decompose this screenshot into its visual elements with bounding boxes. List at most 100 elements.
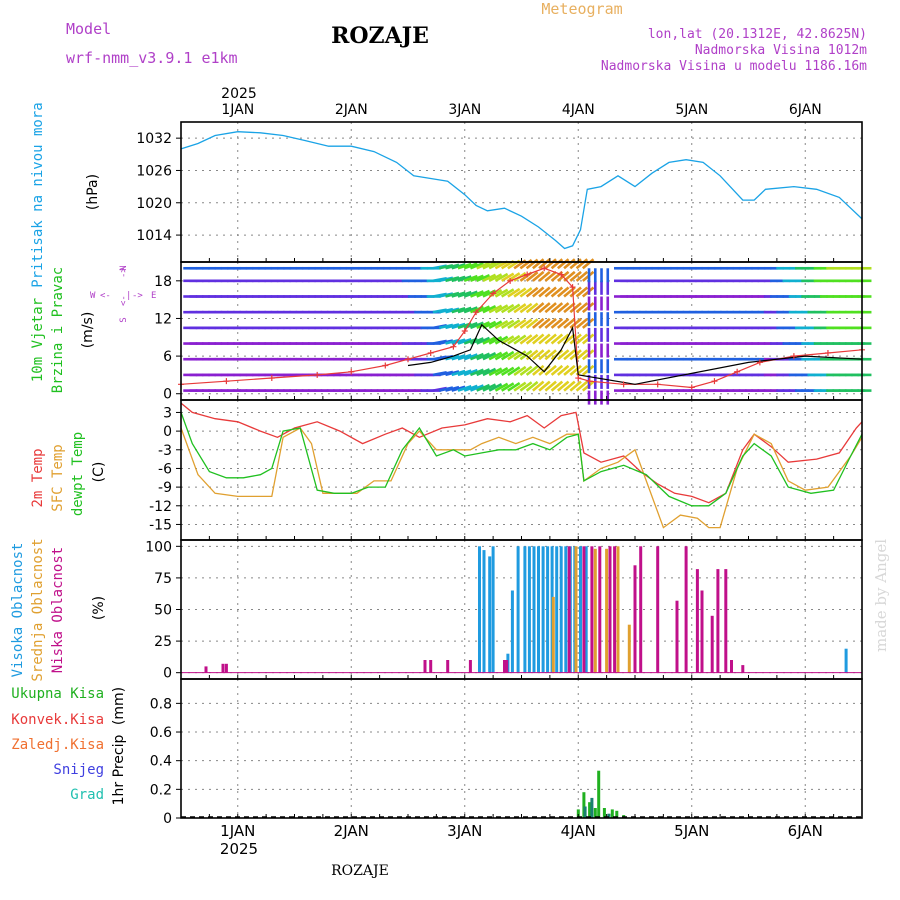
legend-snow: Snijeg (53, 762, 104, 778)
bar-konvek-kisa (607, 813, 611, 818)
bar-ukupna-kisa (576, 809, 580, 818)
bar-visoka-oblacnost (559, 546, 563, 673)
wind-arrow (556, 380, 570, 392)
wind-arrow (519, 287, 533, 298)
wind-arrow (538, 333, 551, 345)
wind-speed-marker (620, 381, 627, 388)
y-tick-label: 3 (163, 405, 172, 421)
wind-speed-marker (473, 309, 480, 316)
wind-speed-marker (654, 381, 661, 388)
compass-east: E (151, 291, 156, 301)
y-tick-label: 1032 (136, 131, 172, 147)
y-tick-label: 1020 (136, 196, 172, 212)
wind-arrow (550, 270, 564, 282)
wind-arrow (575, 302, 589, 314)
wind-arrow (532, 333, 545, 345)
dewpt-label: dewpt Temp (70, 432, 86, 516)
wind-arrow (575, 349, 589, 361)
wind-arrow (513, 350, 527, 361)
bar-visoka-oblacnost (537, 546, 540, 673)
bar-visoka-oblacnost (584, 546, 588, 673)
coords-label: lon,lat (20.1312E, 42.8625N) (648, 27, 867, 42)
wind-arrow (544, 270, 557, 282)
bar-visoka-oblacnost (510, 590, 514, 673)
y-tick-label: 25 (154, 634, 172, 650)
wind-arrow (507, 303, 521, 314)
wind-arrow (575, 270, 589, 282)
wind-arrow (532, 286, 545, 298)
bar-niska-oblacnost (503, 660, 506, 673)
y-tick-label: 0 (163, 666, 172, 682)
temp2m-label: 2m Temp (30, 448, 46, 507)
panel-frame-precip (180, 678, 863, 819)
wind-arrow (451, 322, 466, 330)
day-label-top: 6JAN (789, 102, 822, 118)
wind-arrow (550, 333, 564, 345)
wind-speed-marker (490, 290, 497, 297)
y-tick-label: 0 (163, 811, 172, 827)
wind-arrow (507, 287, 521, 298)
line-pritisak-na-nivou-mora (180, 131, 863, 250)
wind-speed-marker (524, 271, 531, 278)
wind-arrow (544, 258, 557, 270)
bar-niska-oblacnost (730, 660, 733, 673)
wind-arrow (482, 261, 497, 270)
wind-arrow (451, 354, 466, 361)
wind-arrow (507, 350, 521, 361)
panel-frame-pressure (180, 121, 863, 263)
wind-arrow (544, 286, 557, 298)
wind-arrow (488, 320, 503, 330)
bar-niska-oblacnost (423, 660, 427, 673)
y-tick-label: 0.4 (150, 754, 172, 770)
wind-arrow (469, 290, 484, 298)
bar-srednja-oblacnost (627, 624, 631, 673)
bar-visoka-oblacnost (516, 546, 520, 673)
wind-speed-marker (507, 277, 514, 284)
panel-frame-wind (180, 261, 863, 401)
y-tick-label: 0 (163, 387, 172, 403)
wind-arrow (469, 384, 484, 392)
bar-ukupna-kisa (615, 810, 619, 818)
wind-arrow (538, 380, 551, 392)
wind-arrow (469, 305, 484, 314)
bar-visoka-oblacnost (546, 546, 550, 673)
y-tick-label: -6 (158, 461, 172, 477)
wind-arrow (544, 333, 557, 345)
y-tick-label: 0.6 (150, 725, 172, 741)
wind-arrow (525, 258, 539, 270)
wind-arrow (494, 366, 509, 377)
wind-speed-marker (575, 375, 582, 382)
precip-label: 1hr Precip (111, 735, 127, 806)
wind-arrow (519, 381, 533, 392)
y-tick-label: 0.2 (150, 782, 172, 798)
wind-arrow (463, 384, 478, 392)
wind-arrow (532, 258, 545, 270)
wind-arrow (532, 317, 545, 329)
compass-arrow-left: <- (100, 291, 111, 301)
y-tick-label: 12 (154, 311, 172, 327)
wind-arrow (563, 349, 576, 361)
wind-arrow (494, 272, 509, 282)
watermark: made by Angel (872, 539, 890, 652)
wind-arrow (469, 261, 484, 270)
wind-arrow (532, 380, 545, 392)
wind-arrow (494, 319, 509, 330)
wind-arrow (556, 258, 570, 270)
bar-visoka-oblacnost (491, 546, 495, 673)
wind-arrow (482, 367, 497, 377)
wind-arrow (500, 288, 515, 298)
wind-arrow (569, 258, 582, 270)
day-label-top: 4JAN (562, 102, 595, 118)
wind-speed-marker (382, 362, 389, 369)
wind-arrow (519, 302, 533, 314)
wind-arrow (519, 334, 533, 345)
year-label-bottom: 2025 (220, 840, 258, 858)
wind-arrow (463, 290, 478, 298)
wind-arrow (451, 385, 466, 392)
temp-unit: (C) (91, 462, 107, 483)
wind-arrow (519, 318, 533, 329)
day-label-top: 1JAN (221, 102, 254, 118)
wind-speed-marker (569, 284, 576, 291)
bar-srednja-oblacnost (551, 596, 555, 673)
wind-arrow (575, 333, 589, 345)
